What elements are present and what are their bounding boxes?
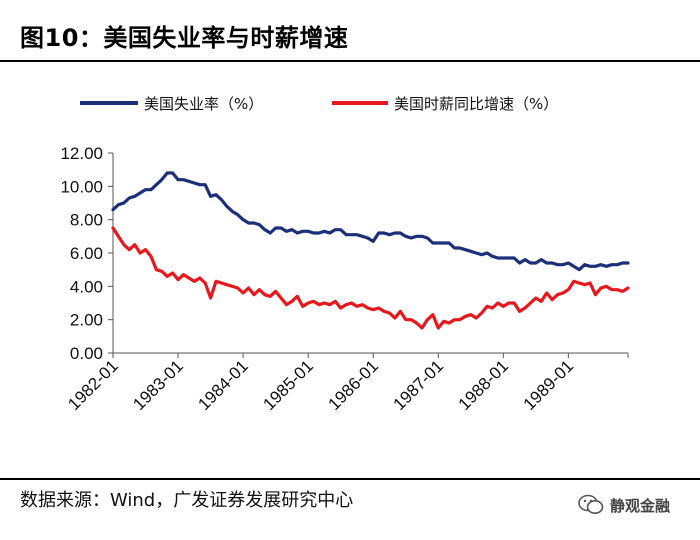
line-chart: 美国失业率（%） 美国时薪同比增速（%） 0.00 2.00 4.00 6.00 8.0…	[60, 95, 630, 414]
x-tick-label: 1987-01	[390, 356, 448, 414]
x-tick-label: 1983-01	[129, 356, 187, 414]
brand-logo: 静观金融	[578, 494, 670, 516]
bottom-divider	[0, 478, 700, 480]
y-tick-label: 12.00	[60, 144, 103, 163]
x-tick-label: 1985-01	[259, 356, 317, 414]
y-tick-label: 6.00	[70, 244, 103, 263]
wechat-icon	[578, 494, 604, 516]
y-tick-label: 8.00	[70, 211, 103, 230]
legend: 美国失业率（%） 美国时薪同比增速（%）	[80, 95, 558, 113]
source-note: 数据来源：Wind，广发证券发展研究中心	[20, 490, 354, 511]
x-tick-label: 1986-01	[324, 356, 382, 414]
series-lines	[111, 171, 630, 330]
legend-label-wage: 美国时薪同比增速（%）	[394, 95, 558, 113]
series-line-wage-growth	[111, 226, 630, 330]
x-tick-label: 1989-01	[520, 356, 578, 414]
y-tick-label: 10.00	[60, 177, 103, 196]
top-divider	[0, 60, 700, 62]
figure-title: 图10：美国失业率与时薪增速	[20, 24, 349, 52]
brand-name: 静观金融	[610, 496, 671, 515]
y-tick-label: 4.00	[70, 277, 103, 296]
legend-label-unemployment: 美国失业率（%）	[144, 95, 263, 113]
x-tick-label: 1984-01	[194, 356, 252, 414]
x-tick-label: 1982-01	[64, 356, 122, 414]
y-tick-label: 2.00	[70, 311, 103, 330]
series-line-unemployment	[111, 171, 630, 272]
y-tick-label: 0.00	[70, 344, 103, 363]
x-tick-label: 1988-01	[455, 356, 513, 414]
